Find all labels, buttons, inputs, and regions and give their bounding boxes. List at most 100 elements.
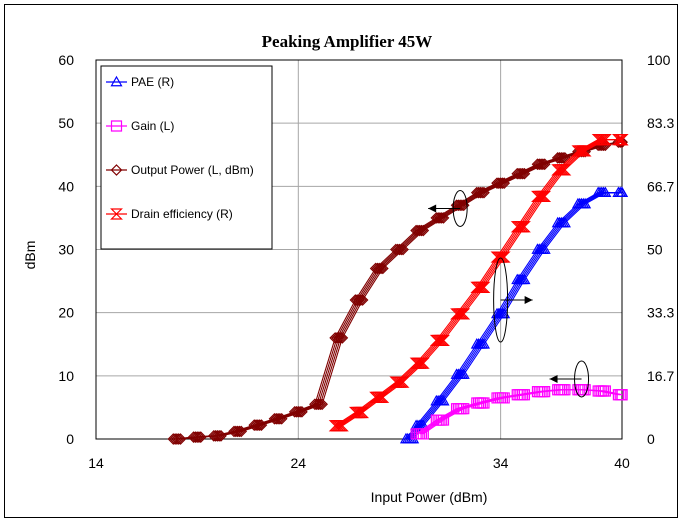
data-point [229,425,242,438]
y-axis-label: dBm [22,241,38,270]
data-point [336,332,349,344]
plot-border [95,59,623,440]
data-point [599,186,612,197]
data-point [253,419,266,431]
data-point [496,177,509,190]
x-tick-label: 40 [614,455,630,471]
data-point [478,186,490,199]
data-point [437,212,450,224]
y-tick-label: 0 [66,431,74,447]
legend-marker-output-power-l-dbm [110,164,123,176]
legend-marker-gain-l [110,120,123,132]
legend-label-drain-efficiency-r: Drain efficiency (R) [131,207,233,221]
data-point [314,398,327,411]
data-point [376,391,390,403]
data-point [174,433,187,445]
data-point [189,431,202,443]
data-point [616,389,628,401]
data-point [417,428,429,440]
data-point [294,405,306,418]
y2-tick-label: 0 [647,431,655,447]
data-point [356,406,370,419]
data-point [437,414,450,426]
data-point [452,199,465,212]
tick-labels: 0 10 20 30 40 50 60 0 16.7 33.3 50 66.7 83.3 100 14 24 3… [58,52,674,471]
data-point [194,431,207,443]
data-point [454,199,467,212]
data-point [270,412,283,425]
x-tick-label: 14 [88,455,104,471]
annotations [428,189,590,398]
series-layer [167,133,629,445]
y2-tick-label: 16.7 [647,368,674,384]
data-point [458,403,470,415]
x-axis-label: Input Power (dBm) [371,489,488,505]
legend: PAE (R) Gain (L) Output Power (L, dBm) Drai… [100,65,273,250]
series-gain-l [410,384,628,440]
data-point [251,419,264,431]
data-point [599,385,611,397]
data-point [413,224,426,237]
data-point [191,431,204,443]
legend-marker-drain-efficiency-r [110,208,123,220]
data-point [553,152,566,164]
data-point [231,425,244,438]
y-tick-label: 30 [58,242,74,258]
data-point [213,429,226,442]
data-point [538,158,551,171]
data-point [255,419,268,431]
legend-label-pae-r: PAE (R) [131,75,174,89]
data-point [193,431,205,443]
data-point [376,262,389,275]
data-point [558,164,572,176]
data-point [518,273,531,285]
y2-tick-label: 50 [647,242,663,258]
y2-tick-label: 83.3 [647,115,674,131]
data-point [579,384,591,396]
data-point [578,145,592,157]
data-point [533,158,546,171]
data-point [537,158,549,171]
x-tick-label: 24 [291,455,307,471]
series-line [422,389,623,435]
data-point [233,425,246,438]
data-point [356,294,369,306]
data-point [272,412,284,425]
data-point [209,429,222,442]
legend-label-gain-l: Gain (L) [131,119,174,133]
data-point [437,394,450,406]
data-point [555,152,568,164]
data-point [457,308,471,320]
y-tick-label: 20 [58,305,74,321]
y-tick-label: 10 [58,368,74,384]
data-point [476,186,489,199]
y2-tick-label: 66.7 [647,178,674,194]
data-point [579,197,592,209]
data-point [474,186,487,199]
chart-title: Peaking Amplifier 45W [262,32,433,51]
y-tick-label: 50 [58,115,74,131]
data-point [535,158,547,171]
data-point [432,212,444,224]
data-point [478,397,490,409]
data-point [211,429,224,442]
data-point [514,167,527,180]
data-point [235,425,248,438]
data-point [397,243,409,256]
data-point [435,212,448,224]
legend-label-output-power-l-dbm: Output Power (L, dBm) [131,163,254,177]
data-point [437,334,450,347]
data-point [557,152,569,164]
data-point [172,433,185,445]
data-point [614,186,627,197]
data-point [335,420,349,432]
data-point [396,376,410,388]
y2-tick-label: 100 [647,52,671,68]
annotation-arrow-head [428,204,437,213]
data-point [250,419,262,431]
data-point [498,307,511,319]
data-point [274,412,286,425]
data-point [456,199,468,212]
data-point [538,190,552,203]
series-line [180,141,623,440]
